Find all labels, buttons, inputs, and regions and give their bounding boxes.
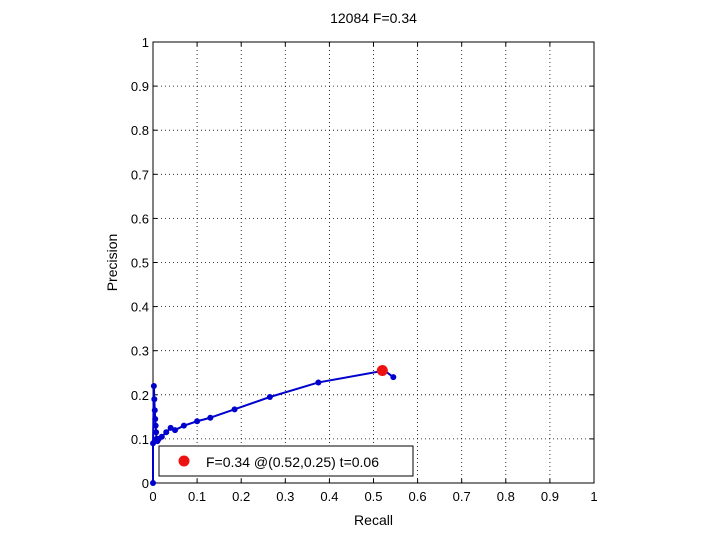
x-axis-ticks: 0 0.1 0.2 0.3 0.4 0.5 0.6 0.7 0.8 0.9 1 (149, 42, 598, 504)
x-axis-title: Recall (354, 512, 393, 528)
x-tick-label: 0.1 (188, 489, 206, 504)
pr-curve-point (390, 374, 397, 381)
x-tick-label: 0.3 (276, 489, 294, 504)
y-tick-label: 0.5 (131, 256, 149, 271)
y-tick-label: 0 (142, 476, 149, 491)
y-axis-title: Precision (104, 234, 120, 292)
pr-curve-point (163, 429, 170, 436)
y-tick-label: 0.1 (131, 432, 149, 447)
pr-curve-point (150, 480, 156, 486)
x-tick-label: 0.2 (232, 489, 250, 504)
pr-curve-point (266, 394, 273, 401)
pr-curve-point (152, 416, 159, 423)
pr-curve-point (150, 382, 157, 389)
pr-curve-point (153, 429, 160, 436)
x-tick-label: 0.5 (364, 489, 382, 504)
x-tick-label: 0.8 (497, 489, 515, 504)
best-point-layer (376, 365, 388, 377)
x-tick-label: 1 (590, 489, 597, 504)
x-tick-label: 0.6 (409, 489, 427, 504)
y-tick-label: 0.7 (131, 167, 149, 182)
legend-marker (178, 455, 190, 467)
pr-curve-point (151, 396, 158, 403)
best-f-point (376, 365, 388, 377)
y-tick-label: 0.3 (131, 344, 149, 359)
y-tick-label: 0.9 (131, 79, 149, 94)
pr-curve-point (172, 427, 179, 434)
pr-curve-point (231, 406, 238, 413)
x-tick-label: 0.9 (541, 489, 559, 504)
y-axis-ticks: 0 0.1 0.2 0.3 0.4 0.5 0.6 0.7 0.8 0.9 1 (131, 35, 594, 491)
x-tick-label: 0 (149, 489, 156, 504)
legend-box (158, 445, 414, 477)
pr-curve-point (158, 433, 165, 440)
y-tick-label: 0.4 (131, 300, 149, 315)
y-tick-label: 0.2 (131, 388, 149, 403)
pr-curve-point (207, 414, 214, 421)
legend-label: F=0.34 @(0.52,0.25) t=0.06 (206, 454, 379, 470)
legend: F=0.34 @(0.52,0.25) t=0.06 (158, 445, 414, 477)
pr-curve-point (315, 379, 322, 386)
y-tick-label: 0.8 (131, 123, 149, 138)
y-tick-label: 0.6 (131, 211, 149, 226)
pr-curve-point (180, 422, 187, 429)
grid (153, 42, 594, 483)
y-tick-label: 1 (142, 35, 149, 50)
pr-curve-point (194, 418, 201, 425)
pr-curve-point (151, 407, 158, 414)
pr-curve-point (152, 422, 159, 429)
x-tick-label: 0.7 (453, 489, 471, 504)
chart-title: 12084 F=0.34 (330, 10, 417, 26)
x-tick-label: 0.4 (320, 489, 338, 504)
